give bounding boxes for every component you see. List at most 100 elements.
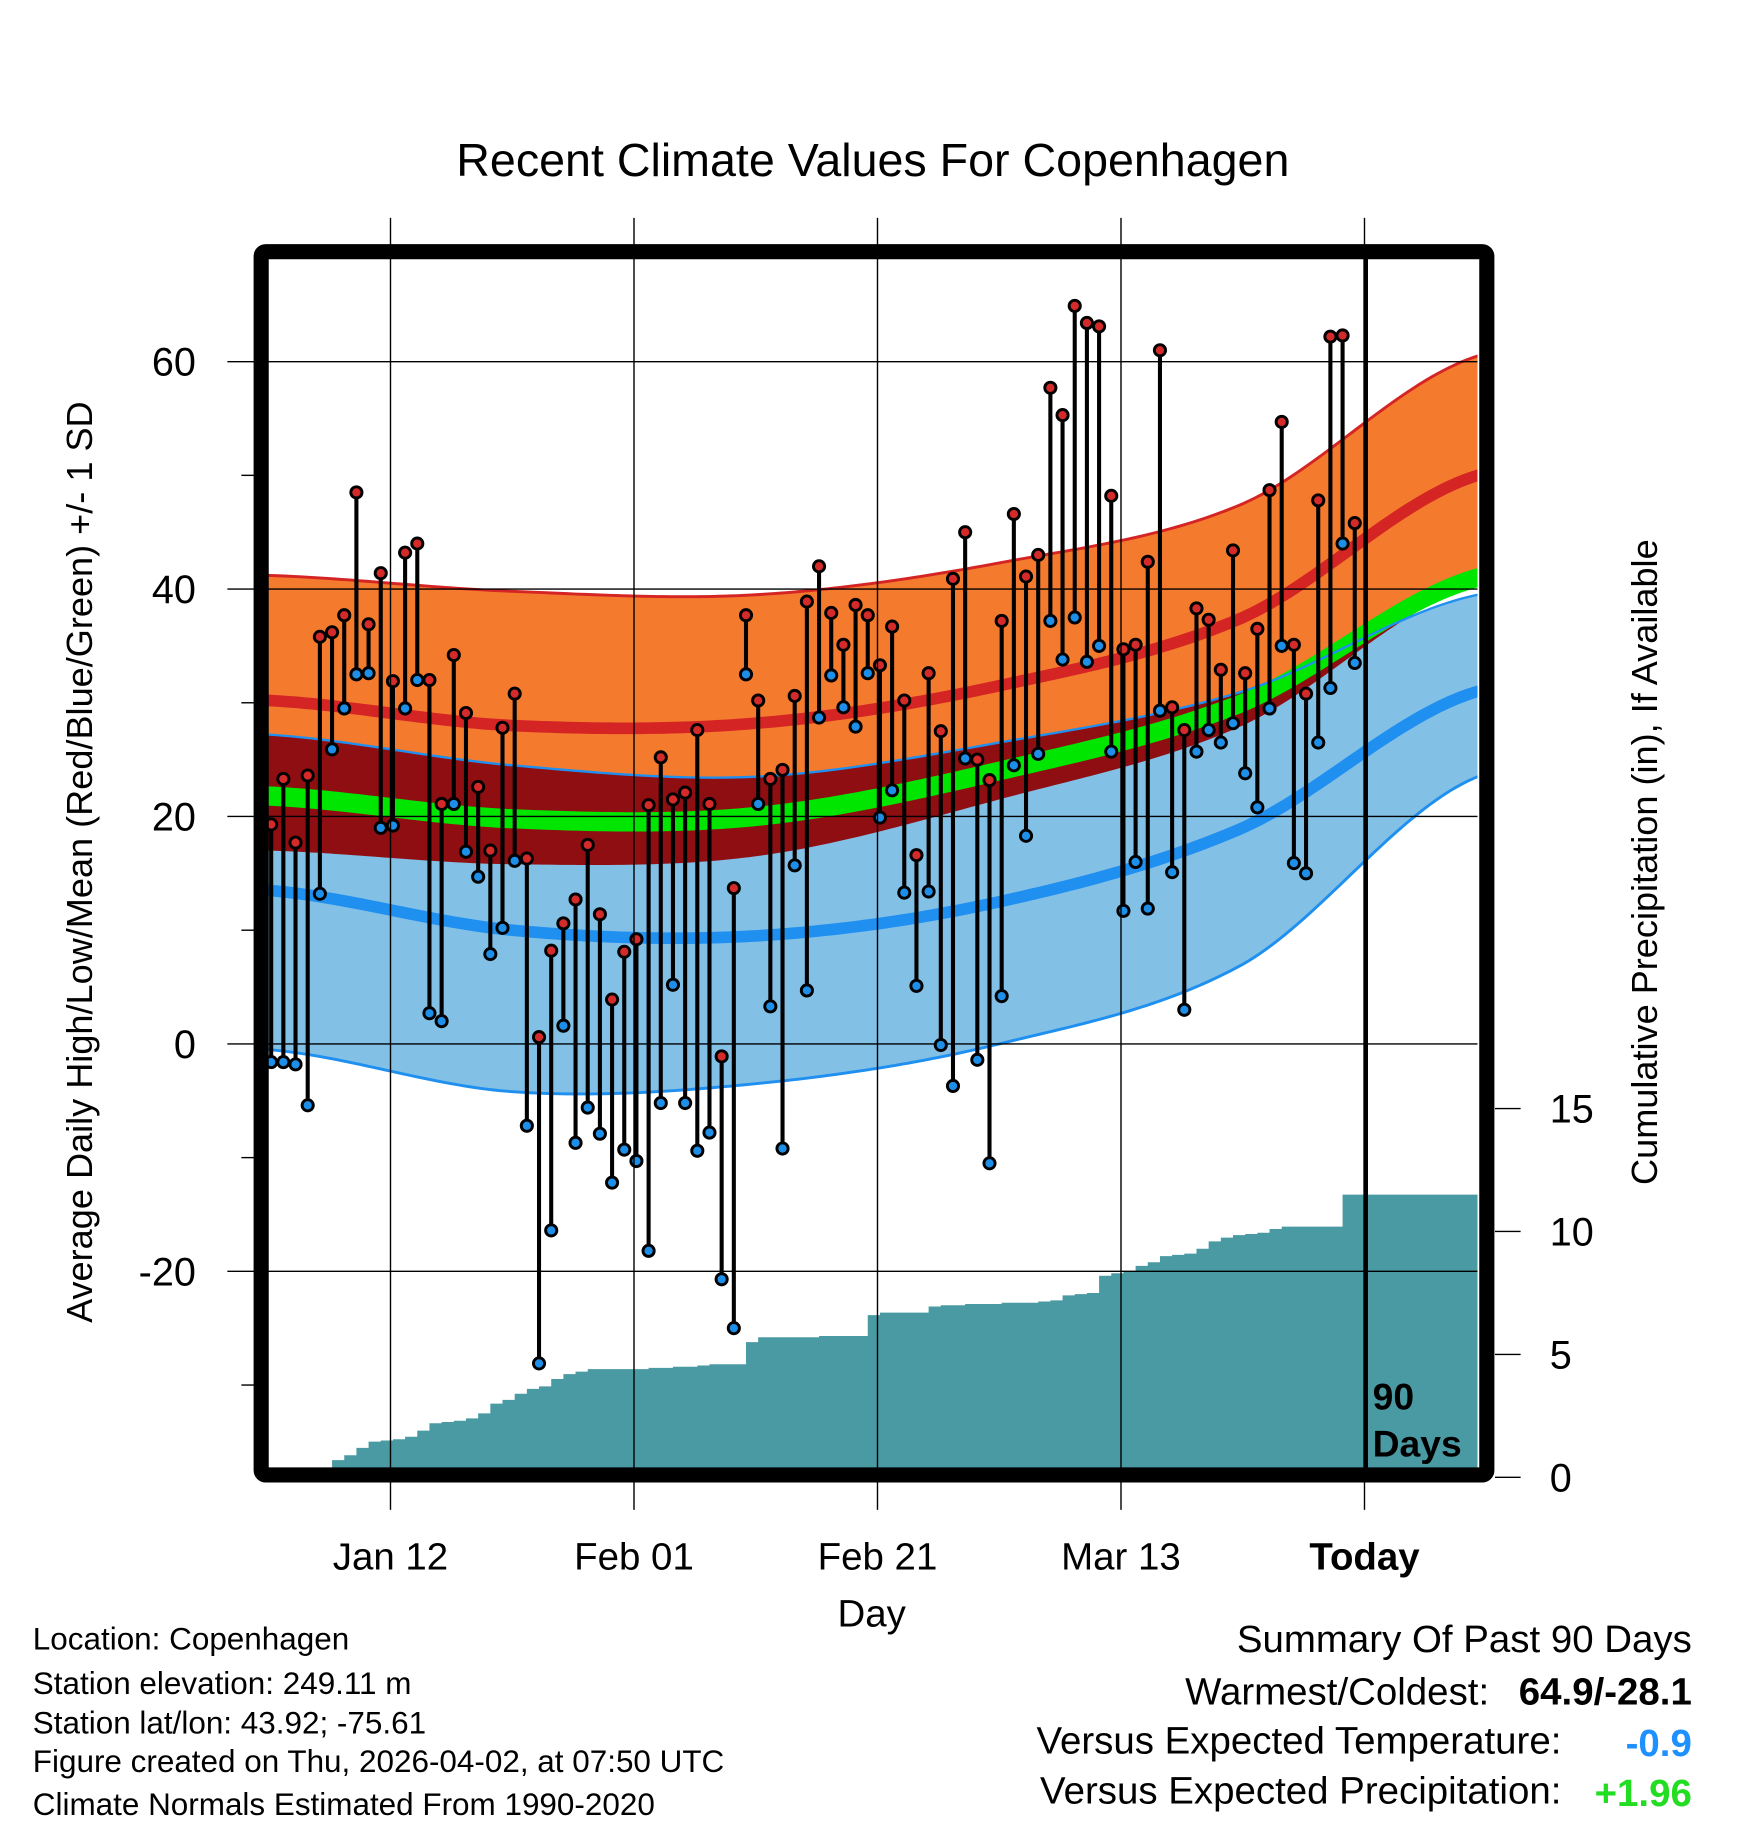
low-point	[1347, 655, 1362, 671]
day-stem	[446, 647, 461, 812]
high-point	[617, 944, 632, 959]
low-point	[1055, 652, 1070, 667]
temp-value: -0.9	[1626, 1722, 1692, 1765]
low-point	[872, 810, 887, 825]
day-stem	[1018, 569, 1034, 843]
high-point	[1116, 642, 1131, 657]
high-point	[605, 992, 620, 1007]
high-point	[872, 658, 887, 673]
low-point	[1104, 744, 1119, 759]
high-point	[471, 779, 486, 794]
y-tick-label: -20	[139, 1250, 196, 1294]
day-stem	[531, 1030, 547, 1371]
day-stem	[775, 762, 790, 1156]
low-point	[1177, 1002, 1192, 1017]
high-point	[1347, 516, 1362, 531]
x-tick-label: Jan 12	[333, 1535, 448, 1578]
low-point	[921, 884, 936, 899]
high-point	[373, 566, 388, 581]
low-point	[1079, 654, 1094, 669]
low-point	[373, 820, 388, 835]
high-point	[337, 608, 352, 623]
x-tick-label: Feb 21	[818, 1535, 938, 1578]
day-stem	[1225, 543, 1241, 731]
high-point	[970, 752, 985, 767]
low-point	[531, 1356, 547, 1371]
y2-tick-label: 5	[1550, 1333, 1572, 1377]
station-info: Location: Copenhagen Station elevation: …	[33, 1622, 724, 1822]
day-stem	[848, 597, 863, 734]
low-point	[1250, 800, 1265, 815]
high-point	[848, 597, 863, 613]
low-point	[665, 977, 681, 992]
day-stem	[897, 693, 912, 900]
high-point	[958, 525, 973, 540]
day-stem	[1152, 343, 1168, 718]
high-point	[544, 943, 559, 958]
day-stem	[690, 723, 705, 1158]
day-stem	[1165, 700, 1180, 880]
y2-tick-label: 15	[1550, 1088, 1594, 1132]
high-point	[1274, 414, 1289, 429]
day-stem	[885, 619, 900, 798]
high-point	[1335, 328, 1350, 343]
high-point	[897, 693, 912, 708]
day-stem	[970, 752, 985, 1067]
summary: Summary Of Past 90 Days Warmest/Coldest:…	[1036, 1618, 1691, 1815]
high-point	[678, 785, 693, 800]
low-point	[410, 672, 425, 688]
low-point	[312, 886, 327, 901]
y2-tick-label: 0	[1550, 1456, 1572, 1500]
x-axis-label: Day	[837, 1592, 906, 1635]
day-stem	[483, 843, 498, 962]
day-stem	[1323, 329, 1338, 696]
day-stem	[921, 666, 936, 899]
high-point	[507, 686, 522, 701]
low-point	[325, 742, 340, 757]
low-point	[982, 1156, 997, 1171]
high-point	[702, 796, 717, 812]
day-stem	[982, 773, 997, 1171]
plot-area	[268, 298, 1478, 1468]
day-stem	[507, 686, 522, 868]
low-point	[361, 666, 376, 681]
low-point	[714, 1272, 729, 1287]
day-stem	[276, 771, 291, 1070]
low-point	[824, 668, 839, 683]
low-point	[763, 999, 778, 1014]
high-point	[787, 688, 802, 703]
low-point	[629, 1153, 644, 1169]
day-stem	[288, 835, 303, 1072]
day-stem	[398, 545, 413, 716]
low-point	[1274, 638, 1289, 653]
low-point	[775, 1141, 790, 1156]
low-point	[1238, 766, 1253, 781]
high-point	[1250, 621, 1265, 636]
day-stem	[1335, 328, 1350, 551]
high-point	[325, 625, 340, 640]
low-point	[1262, 701, 1277, 716]
low-point	[836, 700, 851, 715]
high-point	[763, 771, 778, 787]
high-point	[738, 608, 754, 623]
day-stem	[300, 768, 315, 1113]
high-point	[1189, 601, 1204, 616]
normals-text: Climate Normals Estimated From 1990-2020	[33, 1787, 655, 1822]
day-stem	[268, 817, 279, 1070]
precip-area	[332, 1194, 1478, 1468]
low-point	[446, 796, 461, 812]
warmest-value: 64.9/-28.1	[1519, 1671, 1692, 1714]
high-point	[592, 907, 607, 922]
precip-value: +1.96	[1595, 1772, 1692, 1815]
high-point	[385, 674, 400, 689]
day-stem	[1006, 506, 1021, 773]
high-point	[1177, 723, 1192, 738]
low-point	[288, 1057, 303, 1072]
chart-title: Recent Climate Values For Copenhagen	[456, 134, 1289, 186]
day-stem	[702, 796, 717, 1140]
low-point	[1067, 610, 1082, 625]
low-point	[495, 920, 510, 935]
high-point	[531, 1030, 547, 1045]
overlap-band	[268, 594, 1478, 866]
high-point	[1152, 343, 1168, 358]
